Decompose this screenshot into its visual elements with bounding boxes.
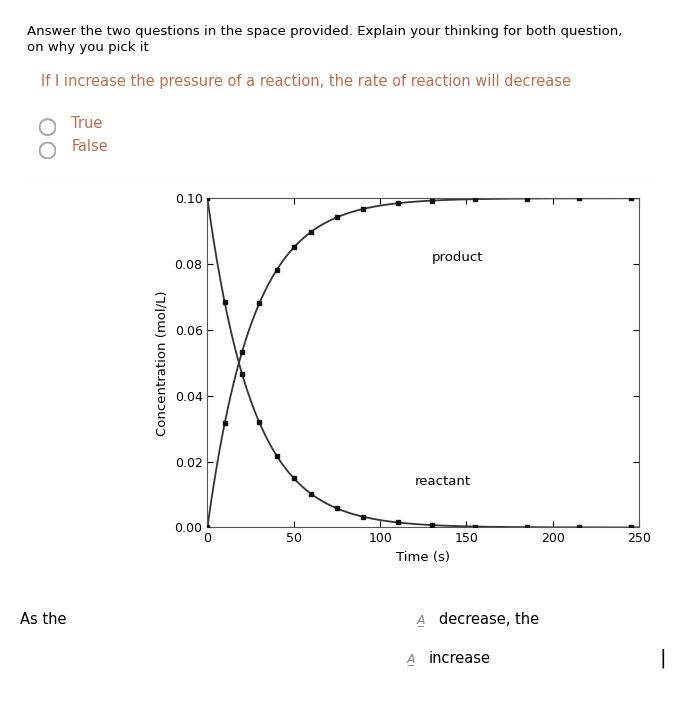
Text: False: False	[71, 139, 108, 154]
Text: on why you pick it: on why you pick it	[27, 41, 149, 54]
Text: |: |	[660, 649, 666, 668]
Text: A̲: A̲	[417, 613, 426, 626]
Text: True: True	[71, 115, 103, 131]
X-axis label: Time (s): Time (s)	[396, 551, 450, 564]
Text: A̲: A̲	[407, 652, 415, 665]
Text: If I increase the pressure of a reaction, the rate of reaction will decrease: If I increase the pressure of a reaction…	[41, 74, 571, 89]
Text: product: product	[432, 251, 483, 264]
Text: decrease, the: decrease, the	[439, 612, 539, 627]
Text: As the: As the	[20, 612, 67, 627]
Text: increase: increase	[428, 651, 490, 666]
Text: reactant: reactant	[415, 474, 471, 488]
Text: Answer the two questions in the space provided. Explain your thinking for both q: Answer the two questions in the space pr…	[27, 25, 623, 38]
Y-axis label: Concentration (mol/L): Concentration (mol/L)	[156, 290, 169, 435]
